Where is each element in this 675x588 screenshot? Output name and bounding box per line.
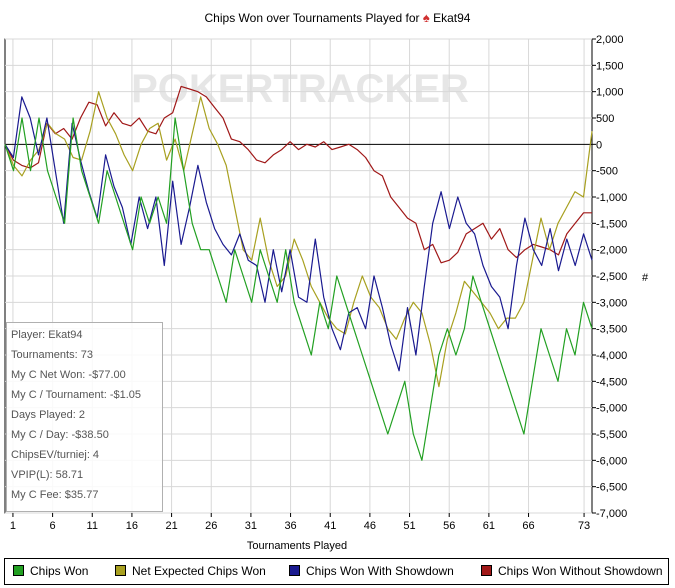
chart-title-player: Ekat94 [433,11,471,25]
y-tick-label: -500 [596,166,618,178]
chart-title: Chips Won over Tournaments Played for ♠ … [0,10,675,25]
y-tick-label: -7,000 [596,508,627,520]
y-tick-label: 1,500 [596,60,624,72]
stats-chipsev: ChipsEV/turniej: 4 [11,449,100,461]
x-tick-label: 56 [443,520,455,532]
stats-days-played: Days Played: 2 [11,409,85,421]
x-tick-label: 51 [403,520,415,532]
y-tick-label: -1,000 [596,192,627,204]
legend-label-without-showdown: Chips Won Without Showdown [498,564,663,578]
x-tick-label: 11 [87,520,98,532]
y-tick-label: -5,500 [596,429,627,441]
watermark: POKERTRACKER [131,67,469,111]
series-line-chips-won [4,117,593,461]
legend-item-chips-won[interactable]: Chips Won [13,564,88,578]
y-tick-label: -5,000 [596,403,627,415]
y-tick-label: 1,000 [596,87,624,99]
x-tick-label: 21 [165,520,177,532]
stats-net-won: My C Net Won: -$77.00 [11,369,126,381]
y-tick-label: -3,500 [596,324,627,336]
stats-per-tournament: My C / Tournament: -$1.05 [11,389,142,401]
x-tick-label: 1 [10,520,16,532]
y-tick-label: -4,000 [596,350,627,362]
x-tick-label: 66 [522,520,534,532]
legend-item-net-expected[interactable]: Net Expected Chips Won [115,564,266,578]
x-tick-label: 26 [205,520,217,532]
y-tick-label: -6,500 [596,482,627,494]
legend-label-net-expected: Net Expected Chips Won [132,564,266,578]
series-line-without-showdown [4,85,592,264]
y-axis-label: # [642,272,649,284]
x-tick-label: 31 [245,520,257,532]
chart-title-text: Chips Won over Tournaments Played for [204,11,420,25]
stats-fee: My C Fee: $35.77 [11,489,99,501]
grid [5,38,592,514]
y-tick-label: -3,000 [596,297,627,309]
x-axis-label: Tournaments Played [247,540,347,552]
stats-per-day: My C / Day: -$38.50 [11,429,109,441]
y-tick-label: 0 [596,139,602,151]
x-tick-label: 36 [284,520,296,532]
legend-label-with-showdown: Chips Won With Showdown [306,564,454,578]
legend-swatch-without-showdown [481,565,492,576]
x-tick-label: 41 [324,520,336,532]
legend-swatch-with-showdown [289,565,300,576]
y-tick-label: 2,000 [596,34,624,46]
stats-vpip: VPIP(L): 58.71 [11,469,84,481]
y-tick-label: 500 [596,113,614,125]
legend-swatch-net-expected [115,565,126,576]
axes: 2,000 1,500 1,000 500 0 -500 -1,000 -1,500 -2,00… [10,34,627,532]
legend-item-without-showdown[interactable]: Chips Won Without Showdown [481,564,663,578]
y-tick-label: -1,500 [596,218,627,230]
x-tick-label: 73 [578,520,590,532]
stats-panel: Player: Ekat94 Tournaments: 73 My C Net … [6,322,163,512]
x-tick-label: 46 [364,520,376,532]
spade-suit-icon: ♠ [422,10,430,25]
x-tick-label: 16 [126,520,138,532]
stats-tournaments: Tournaments: 73 [11,349,93,361]
legend-item-with-showdown[interactable]: Chips Won With Showdown [289,564,454,578]
legend-label-chips-won: Chips Won [30,564,89,578]
y-tick-label: -2,500 [596,271,627,283]
y-tick-label: -6,000 [596,455,627,467]
stats-player: Player: Ekat94 [11,329,83,341]
y-tick-label: -2,000 [596,245,627,257]
x-tick-label: 61 [483,520,495,532]
series-line-with-showdown [4,96,593,372]
series-line-net-expected [4,91,593,388]
x-tick-label: 6 [50,520,56,532]
legend: Chips Won Net Expected Chips Won Chips W… [4,558,669,585]
series-group [4,85,593,461]
legend-swatch-chips-won [13,565,24,576]
y-tick-label: -4,500 [596,376,627,388]
